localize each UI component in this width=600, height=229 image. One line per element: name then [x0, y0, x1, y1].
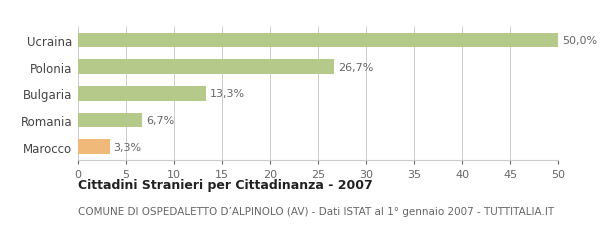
Text: 6,7%: 6,7%	[146, 115, 175, 125]
Text: 50,0%: 50,0%	[562, 36, 597, 46]
Text: 13,3%: 13,3%	[209, 89, 245, 99]
Text: Cittadini Stranieri per Cittadinanza - 2007: Cittadini Stranieri per Cittadinanza - 2…	[78, 179, 373, 192]
Bar	[78, 33, 558, 48]
Bar	[78, 60, 334, 75]
Bar	[78, 87, 206, 101]
Bar	[78, 113, 142, 128]
Bar	[78, 140, 110, 154]
Text: 26,7%: 26,7%	[338, 62, 374, 72]
Text: COMUNE DI OSPEDALETTO D’ALPINOLO (AV) - Dati ISTAT al 1° gennaio 2007 - TUTTITAL: COMUNE DI OSPEDALETTO D’ALPINOLO (AV) - …	[78, 206, 554, 216]
Text: 3,3%: 3,3%	[113, 142, 142, 152]
